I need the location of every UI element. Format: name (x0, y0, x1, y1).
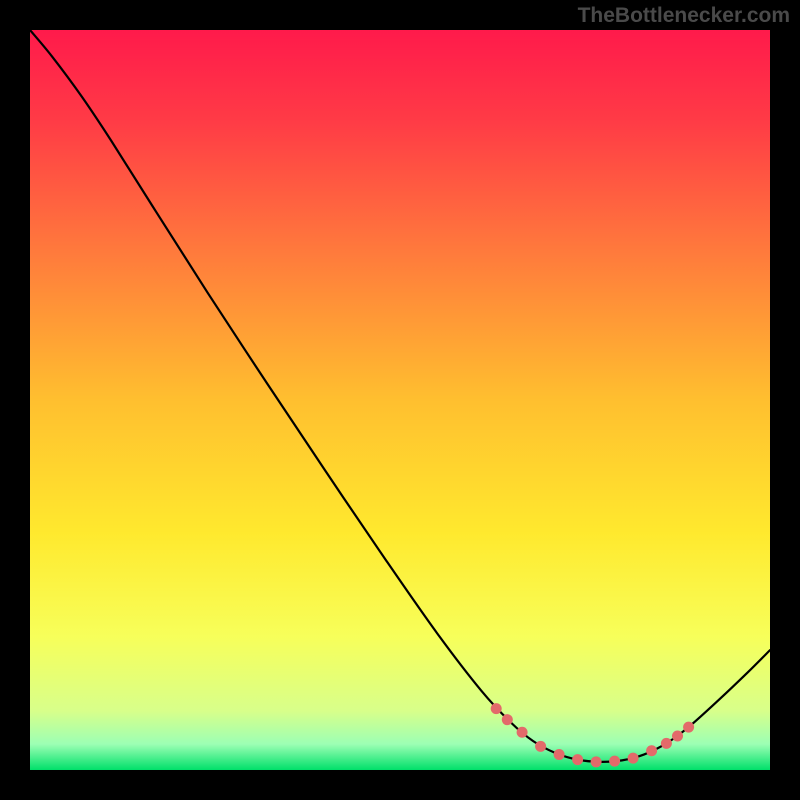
marker-dot (572, 754, 583, 765)
marker-dot (672, 730, 683, 741)
marker-dot (491, 703, 502, 714)
bottleneck-curve-chart (30, 30, 770, 770)
marker-dot (661, 738, 672, 749)
marker-dot (517, 727, 528, 738)
plot-area (30, 30, 770, 770)
chart-stage: TheBottlenecker.com (0, 0, 800, 800)
marker-dot (646, 745, 657, 756)
marker-dot (535, 741, 546, 752)
gradient-background (30, 30, 770, 770)
attribution-label: TheBottlenecker.com (578, 4, 790, 28)
marker-dot (609, 756, 620, 767)
marker-dot (683, 722, 694, 733)
marker-dot (502, 714, 513, 725)
marker-dot (554, 749, 565, 760)
marker-dot (628, 753, 639, 764)
marker-dot (591, 756, 602, 767)
